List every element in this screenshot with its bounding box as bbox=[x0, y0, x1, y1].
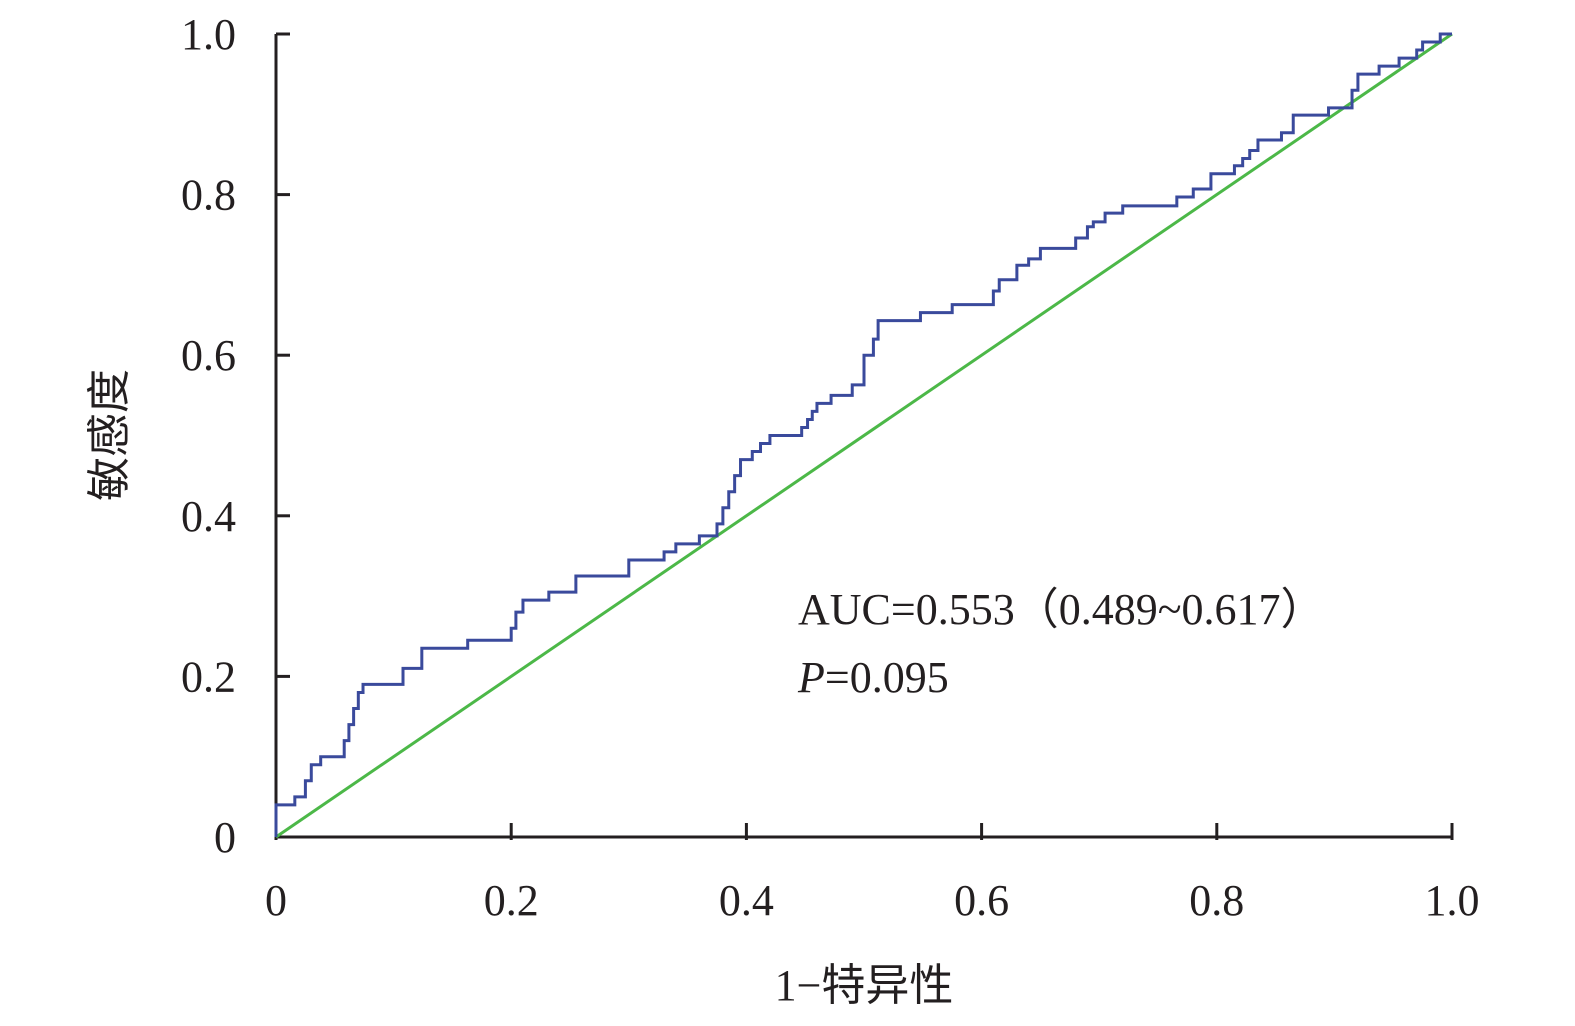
x-tick-label: 0.8 bbox=[1189, 876, 1244, 925]
x-tick-label: 1.0 bbox=[1425, 876, 1480, 925]
y-tick-label: 0 bbox=[214, 813, 236, 862]
y-axis-title: 敏感度 bbox=[85, 369, 134, 501]
annotation: P=0.095 bbox=[797, 653, 949, 702]
annotation-part: P bbox=[797, 653, 825, 702]
roc-line bbox=[274, 32, 1452, 837]
x-tick-label: 0 bbox=[265, 876, 287, 925]
annotation: AUC=0.553（0.489~0.617） bbox=[798, 585, 1325, 634]
annotation-part: AUC=0.553（0.489~0.617） bbox=[798, 585, 1325, 634]
x-tick-label: 0.4 bbox=[719, 876, 774, 925]
roc-line bbox=[275, 32, 1453, 839]
y-tick-label: 0.6 bbox=[181, 331, 236, 380]
y-tick-label: 1.0 bbox=[181, 10, 236, 59]
x-axis-title: 1−特异性 bbox=[775, 961, 954, 1010]
x-tick-label: 0.2 bbox=[484, 876, 539, 925]
annotation-part: =0.095 bbox=[825, 653, 949, 702]
y-tick-label: 0.2 bbox=[181, 652, 236, 701]
y-tick-label: 0.4 bbox=[181, 492, 236, 541]
y-tick-label: 0.8 bbox=[181, 171, 236, 220]
x-tick-label: 0.6 bbox=[954, 876, 1009, 925]
